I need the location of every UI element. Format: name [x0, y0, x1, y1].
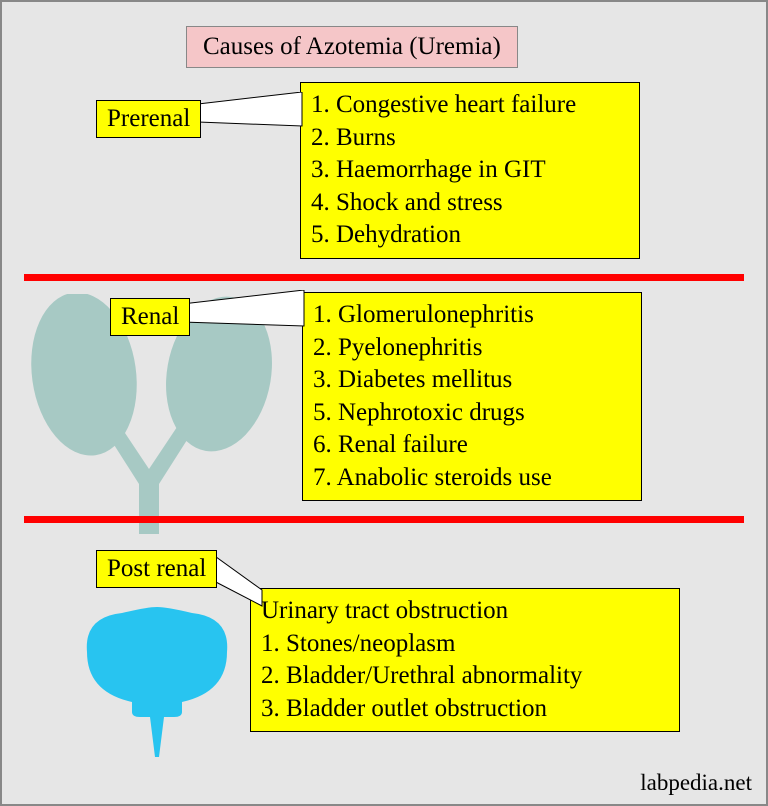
prerenal-label: Prerenal — [96, 100, 201, 138]
list-item: 5. Nephrotoxic drugs — [313, 397, 631, 430]
prerenal-connector — [198, 92, 308, 142]
divider-2 — [24, 516, 744, 523]
postrenal-label: Post renal — [96, 550, 217, 588]
renal-causes-box: 1. Glomerulonephritis 2. Pyelonephritis … — [302, 292, 642, 501]
list-item: 2. Pyelonephritis — [313, 332, 631, 365]
list-item: 7. Anabolic steroids use — [313, 462, 631, 495]
list-item: 3. Bladder outlet obstruction — [261, 693, 669, 726]
list-item: 1. Stones/neoplasm — [261, 628, 669, 661]
list-item: 1. Glomerulonephritis — [313, 299, 631, 332]
renal-connector — [182, 290, 310, 340]
list-item: 3. Diabetes mellitus — [313, 364, 631, 397]
postrenal-causes-box: Urinary tract obstruction 1. Stones/neop… — [250, 588, 680, 732]
renal-label: Renal — [110, 298, 190, 336]
diagram-title: Causes of Azotemia (Uremia) — [186, 26, 518, 68]
postrenal-connector — [212, 550, 272, 610]
list-item: 2. Burns — [311, 122, 629, 155]
list-item: 6. Renal failure — [313, 429, 631, 462]
bladder-illustration — [62, 602, 252, 772]
prerenal-causes-box: 1. Congestive heart failure 2. Burns 3. … — [300, 82, 640, 259]
list-item: 4. Shock and stress — [311, 187, 629, 220]
list-item: 1. Congestive heart failure — [311, 89, 629, 122]
list-item: 3. Haemorrhage in GIT — [311, 154, 629, 187]
list-item: 2. Bladder/Urethral abnormality — [261, 660, 669, 693]
diagram-canvas: Causes of Azotemia (Uremia) Prerenal 1. … — [0, 0, 768, 806]
list-heading: Urinary tract obstruction — [261, 595, 669, 628]
list-item: 5. Dehydration — [311, 219, 629, 252]
footer-attribution: labpedia.net — [640, 770, 752, 796]
divider-1 — [24, 274, 744, 281]
